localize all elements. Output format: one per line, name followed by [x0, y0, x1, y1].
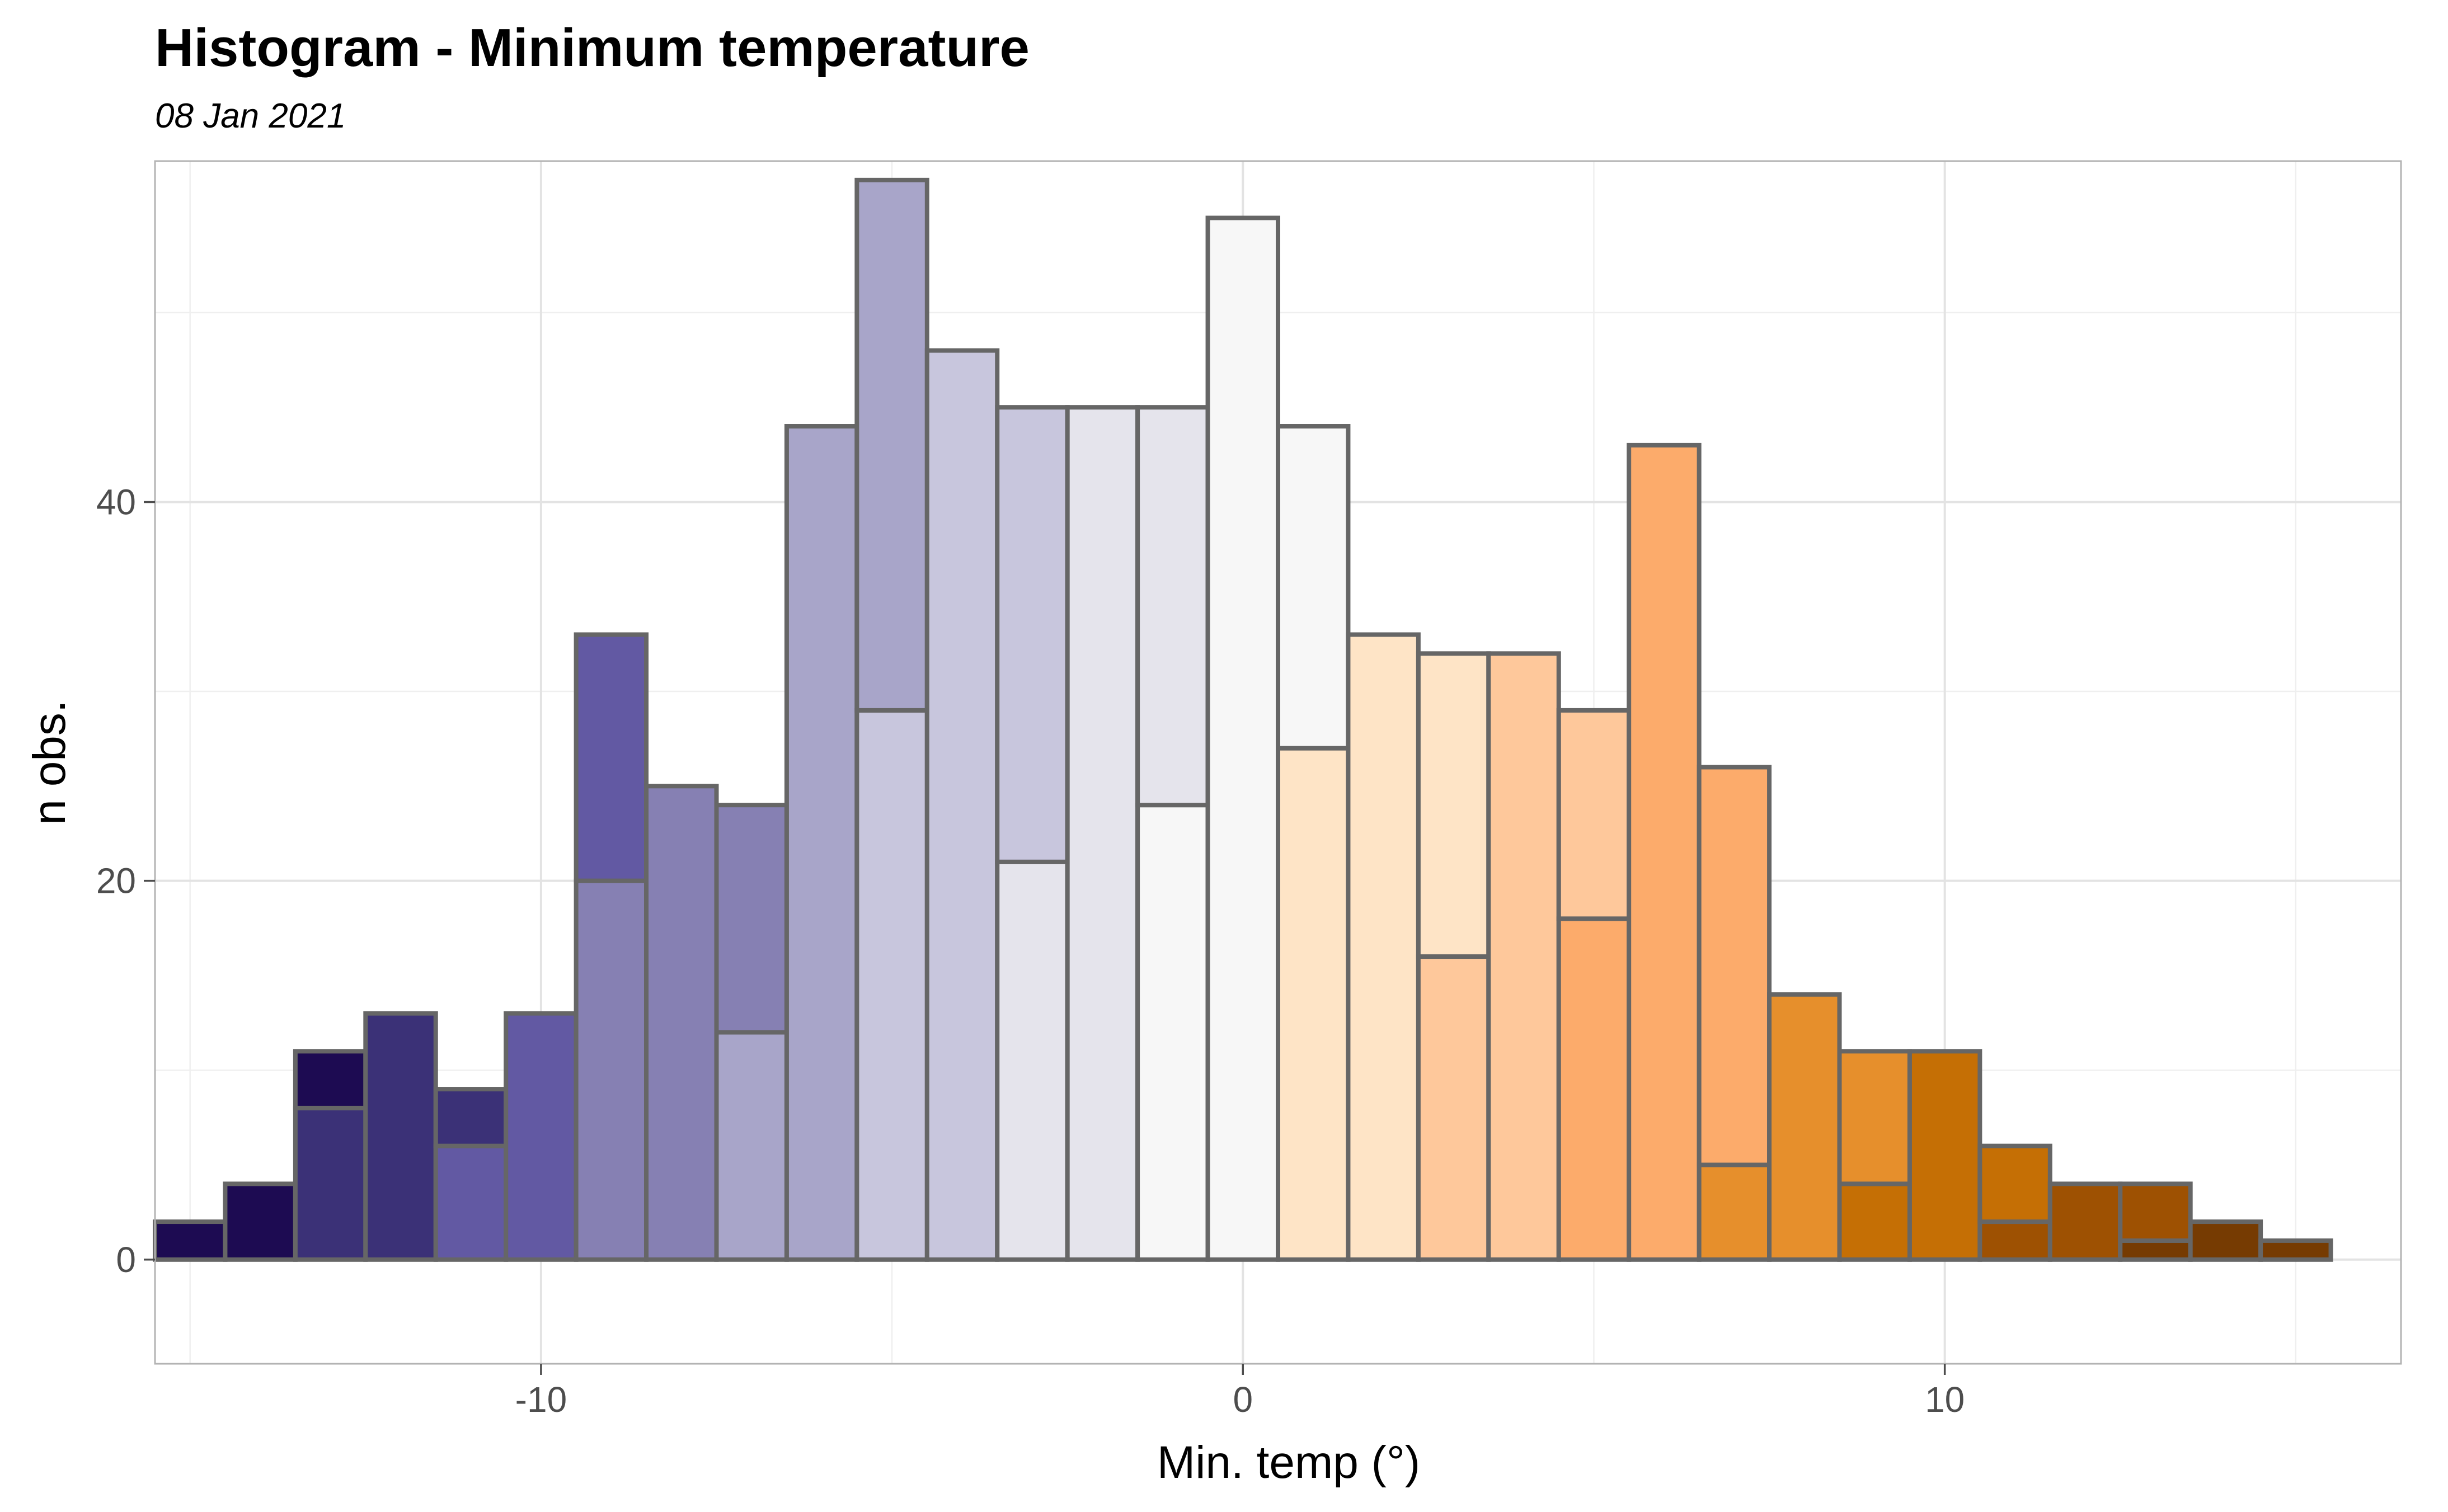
histogram-bar-segment	[1837, 1049, 1912, 1186]
histogram-bar-segment	[995, 859, 1070, 1262]
histogram-bars	[153, 177, 2333, 1262]
histogram-bar-segment	[714, 803, 789, 1035]
histogram-bar-segment	[854, 177, 929, 713]
histogram-bar-segment	[1697, 1162, 1772, 1262]
x-tick-label: -10	[515, 1379, 567, 1420]
histogram-bar-segment	[2118, 1238, 2193, 1262]
histogram-bar-segment	[2047, 1181, 2123, 1262]
histogram-bar-segment	[363, 1011, 438, 1262]
y-tick-label: 40	[96, 482, 136, 522]
plot-panel-border	[154, 160, 2402, 1365]
histogram-bar-segment	[924, 348, 1000, 1262]
histogram-bar-segment	[574, 632, 649, 883]
histogram-bar-segment	[293, 1105, 368, 1262]
histogram-bar-segment	[2118, 1181, 2193, 1243]
histogram-bar-segment	[574, 878, 649, 1262]
histogram-bar-segment	[2258, 1238, 2333, 1262]
histogram-bar-segment	[293, 1049, 368, 1110]
histogram-bar-segment	[1977, 1219, 2052, 1262]
x-tick-label: 0	[1233, 1379, 1253, 1420]
histogram-bar-segment	[1416, 651, 1491, 959]
histogram-bar-segment	[1205, 215, 1280, 1262]
histogram-bar-segment	[1556, 708, 1632, 921]
y-axis-ticks: 0 20 40	[96, 482, 155, 1280]
histogram-bar-segment	[1135, 405, 1210, 808]
histogram-bar-segment	[714, 1030, 789, 1262]
histogram-bar-segment	[1276, 746, 1351, 1262]
histogram-bar-segment	[1907, 1049, 1982, 1262]
chart-title: Histogram - Minimum temperature	[155, 18, 1030, 78]
histogram-bar-segment	[433, 1143, 509, 1262]
histogram-bar-segment	[153, 1219, 228, 1262]
histogram-bar-segment	[1416, 954, 1491, 1262]
histogram-bar-segment	[1767, 992, 1842, 1262]
histogram-bar-segment	[854, 708, 929, 1262]
histogram-bar-segment	[1977, 1143, 2052, 1224]
y-tick-label: 20	[96, 861, 136, 901]
histogram-bar-segment	[1276, 424, 1351, 751]
histogram-bar-segment	[1697, 765, 1772, 1167]
histogram-bar-segment	[504, 1011, 579, 1262]
histogram-bar-segment	[644, 784, 719, 1262]
histogram-bar-segment	[1346, 632, 1421, 1262]
histogram-bar-segment	[2188, 1219, 2263, 1262]
histogram-bar-segment	[1556, 916, 1632, 1262]
histogram-bar-segment	[1486, 651, 1561, 1262]
x-axis-ticks: -10 0 10	[515, 1364, 1965, 1420]
x-tick-label: 10	[1925, 1379, 1965, 1420]
chart-subtitle: 08 Jan 2021	[155, 97, 346, 135]
histogram-bar-segment	[1135, 803, 1210, 1262]
x-axis-label: Min. temp (°)	[1157, 1437, 1420, 1488]
y-tick-label: 0	[116, 1240, 136, 1280]
histogram-bar-segment	[784, 424, 859, 1262]
histogram-bar-segment	[433, 1087, 509, 1148]
histogram-bar-segment	[995, 405, 1070, 864]
histogram-bar-segment	[223, 1181, 298, 1262]
histogram-bar-segment	[1065, 405, 1140, 1262]
histogram-bar-segment	[1627, 442, 1702, 1262]
histogram-bar-segment	[1837, 1181, 1912, 1262]
y-axis-label: n obs.	[24, 700, 75, 825]
